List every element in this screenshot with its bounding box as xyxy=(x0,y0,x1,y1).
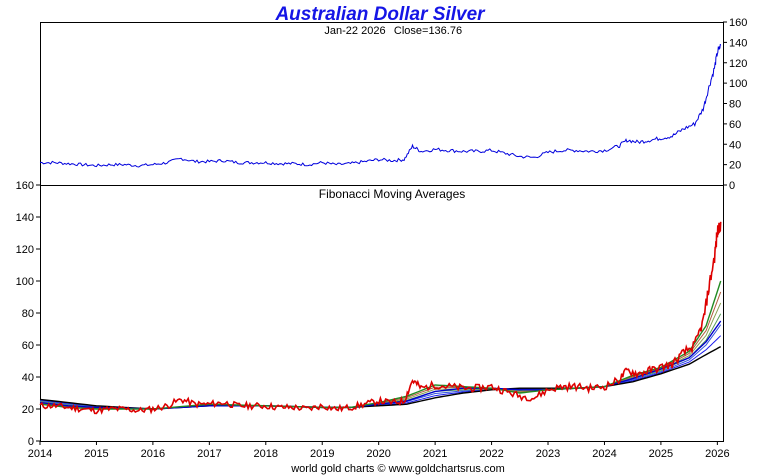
footer-credit: world gold charts © www.goldchartsrus.co… xyxy=(290,463,505,475)
x-axis: 2014 2015 2016 2017 2018 2019 2020 2021 2022 2023… xyxy=(28,441,730,460)
top-ytick-label: 140 xyxy=(729,37,747,49)
chart-title: Australian Dollar Silver xyxy=(274,4,486,25)
bottom-price-line xyxy=(39,221,722,415)
xtick-label: 2025 xyxy=(649,448,673,460)
bottom-ytick-label: 60 xyxy=(22,340,34,352)
lower-panel-title: Fibonacci Moving Averages xyxy=(319,187,466,201)
top-ytick-label: 60 xyxy=(729,119,741,131)
xtick-label: 2016 xyxy=(141,448,165,460)
bottom-ytick-label: 40 xyxy=(22,372,34,384)
top-ytick-label: 0 xyxy=(729,180,735,192)
bottom-panel-frame xyxy=(40,185,724,442)
xtick-label: 2015 xyxy=(84,448,108,460)
fib-band-line xyxy=(39,291,722,410)
chart-subtitle-close: Close=136.76 xyxy=(394,25,462,37)
top-ytick-label: 120 xyxy=(729,58,747,70)
xtick-label: 2023 xyxy=(536,448,560,460)
top-close-line xyxy=(39,44,722,168)
top-ytick-label: 100 xyxy=(729,78,747,90)
xtick-label: 2026 xyxy=(705,448,729,460)
bottom-ytick-label: 0 xyxy=(28,436,34,448)
xtick-label: 2017 xyxy=(197,448,221,460)
bottom-ytick-label: 20 xyxy=(22,404,34,416)
bottom-ytick-label: 140 xyxy=(16,212,34,224)
xtick-label: 2014 xyxy=(28,448,52,460)
top-panel-frame xyxy=(40,22,724,186)
bottom-ytick-label: 120 xyxy=(16,244,34,256)
top-y-axis: 0 20 40 60 80 100 120 140 160 xyxy=(723,17,747,192)
fib-band-line xyxy=(39,313,722,410)
xtick-label: 2020 xyxy=(366,448,390,460)
xtick-label: 2019 xyxy=(310,448,334,460)
bottom-ytick-label: 160 xyxy=(16,180,34,192)
top-ytick-label: 80 xyxy=(729,99,741,111)
bottom-series-group xyxy=(39,221,722,415)
bottom-y-axis: 0 20 40 60 80 100 120 140 160 xyxy=(16,180,40,448)
top-ytick-label: 20 xyxy=(729,160,741,172)
bottom-ytick-label: 80 xyxy=(22,308,34,320)
top-ytick-label: 40 xyxy=(729,139,741,151)
top-ytick-label: 160 xyxy=(729,17,747,29)
xtick-label: 2018 xyxy=(254,448,278,460)
fib-band-line xyxy=(39,302,722,410)
xtick-label: 2021 xyxy=(423,448,447,460)
xtick-label: 2024 xyxy=(592,448,616,460)
chart-subtitle-date: Jan-22 2026 xyxy=(324,25,385,37)
xtick-label: 2022 xyxy=(479,448,503,460)
bottom-ytick-label: 100 xyxy=(16,276,34,288)
top-series-group xyxy=(39,44,722,168)
moving-average-line xyxy=(39,280,722,410)
